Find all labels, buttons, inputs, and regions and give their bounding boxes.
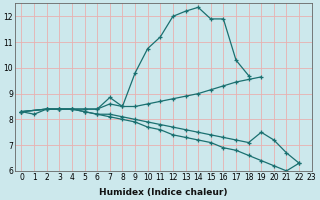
X-axis label: Humidex (Indice chaleur): Humidex (Indice chaleur) — [99, 188, 228, 197]
